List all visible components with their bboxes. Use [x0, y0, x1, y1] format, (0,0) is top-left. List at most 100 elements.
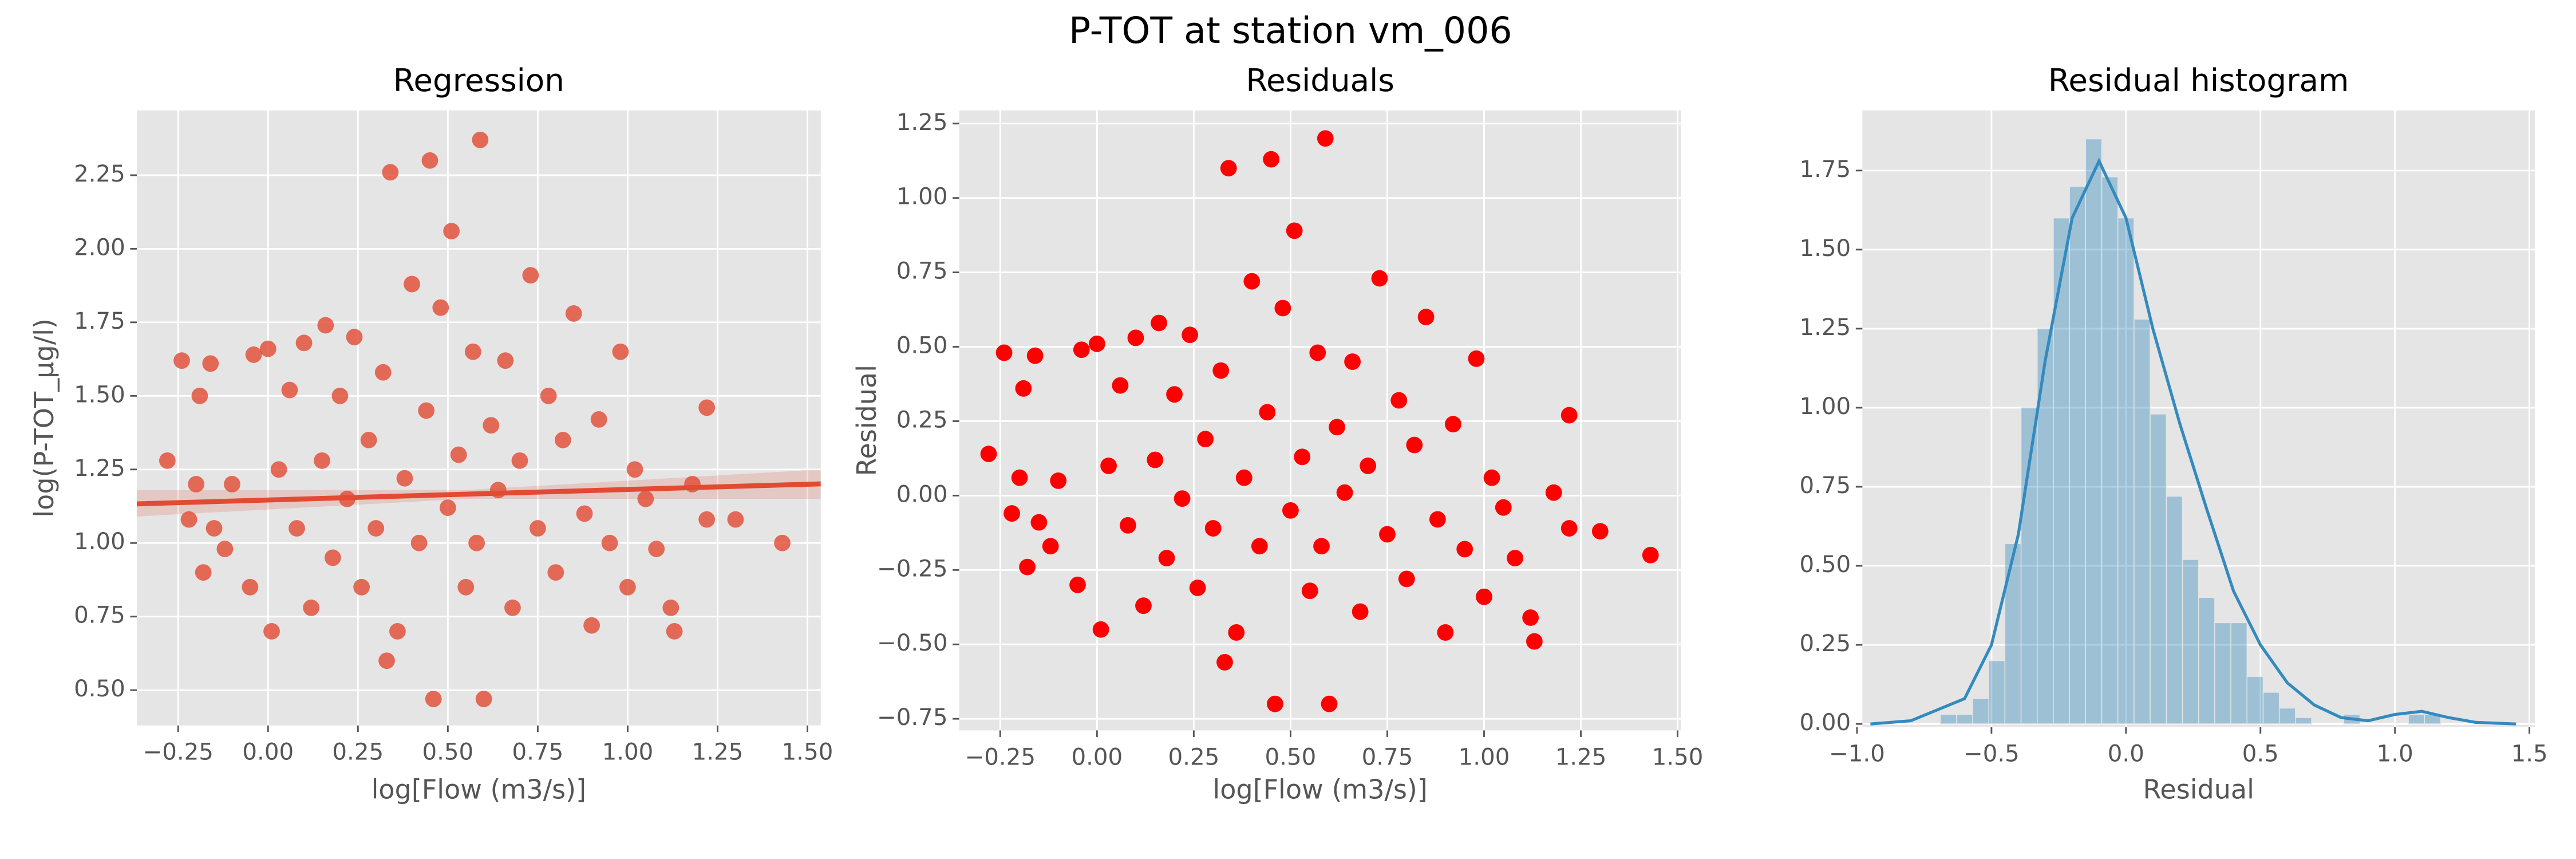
- point: [1301, 582, 1318, 600]
- point: [242, 578, 259, 596]
- point: [1379, 526, 1396, 543]
- point: [353, 578, 370, 596]
- point: [1560, 520, 1578, 537]
- point: [590, 411, 607, 428]
- point: [1352, 603, 1369, 620]
- point: [421, 152, 438, 169]
- point: [1329, 419, 1345, 436]
- bar: [2117, 217, 2135, 724]
- x-tick-label: −0.25: [965, 743, 1036, 770]
- point: [565, 305, 582, 322]
- point: [389, 622, 406, 640]
- point: [1204, 520, 1222, 537]
- point: [619, 578, 636, 596]
- point: [324, 549, 341, 566]
- bar: [2198, 597, 2215, 724]
- bar: [2053, 217, 2070, 724]
- point: [374, 364, 392, 381]
- point: [1166, 386, 1183, 403]
- point: [583, 617, 600, 634]
- point: [378, 652, 395, 669]
- point: [1560, 407, 1578, 424]
- x-axis-label: Residual: [2143, 774, 2254, 805]
- point: [1507, 550, 1523, 566]
- plot-area: [1870, 138, 2516, 726]
- point: [1050, 472, 1067, 489]
- point: [483, 417, 500, 434]
- point: [1019, 558, 1036, 576]
- y-tick-label: 0.50: [896, 332, 948, 359]
- point: [1282, 502, 1299, 519]
- point: [1390, 392, 1408, 409]
- x-tick-label: 0.5: [2242, 740, 2279, 767]
- y-tick-label: 0.75: [1799, 472, 1851, 499]
- y-axis-label: log(P-TOT_µg/l): [29, 318, 60, 518]
- point: [1371, 270, 1388, 287]
- point: [666, 622, 683, 640]
- point: [995, 344, 1013, 361]
- point: [1216, 654, 1233, 671]
- point: [774, 534, 791, 551]
- bar: [2150, 413, 2167, 724]
- x-tick-label: 0.50: [422, 739, 473, 766]
- point: [1042, 538, 1059, 555]
- y-tick-label: 1.75: [74, 308, 125, 334]
- y-tick-label: 1.50: [1799, 235, 1851, 262]
- point: [472, 131, 489, 148]
- y-tick-label: 0.50: [74, 675, 125, 702]
- point: [626, 461, 643, 478]
- point: [612, 343, 629, 360]
- point: [1011, 469, 1028, 486]
- point: [1158, 550, 1175, 566]
- point: [1522, 609, 1539, 626]
- y-tick-label: 0.25: [1799, 630, 1851, 657]
- x-tick-label: 1.50: [782, 739, 833, 766]
- point: [1189, 580, 1206, 596]
- point: [1151, 314, 1167, 332]
- point: [1360, 458, 1377, 474]
- bar: [2069, 186, 2087, 724]
- point: [259, 340, 276, 357]
- point: [1456, 541, 1473, 558]
- bar: [1972, 698, 1989, 724]
- point: [1182, 326, 1199, 344]
- point: [281, 381, 298, 399]
- bar: [2214, 622, 2231, 724]
- bar: [2408, 714, 2425, 724]
- point: [464, 343, 481, 360]
- point: [1526, 633, 1543, 650]
- bar: [2278, 707, 2296, 724]
- x-tick-label: 1.50: [1652, 743, 1704, 770]
- y-axis-label: Residual: [851, 365, 882, 476]
- point: [1266, 695, 1283, 712]
- point: [637, 490, 654, 507]
- point: [396, 470, 413, 487]
- point: [1286, 222, 1303, 239]
- point: [468, 534, 485, 551]
- y-tick-label: 1.50: [74, 381, 125, 408]
- x-tick-label: 0.00: [242, 739, 294, 766]
- x-tick-label: 0.25: [332, 739, 384, 766]
- point: [554, 431, 571, 448]
- x-tick-label: 0.00: [1071, 743, 1123, 770]
- point: [698, 511, 716, 528]
- point: [1015, 380, 1032, 397]
- point: [1468, 350, 1485, 367]
- point: [1495, 499, 1512, 516]
- point: [206, 520, 223, 537]
- point: [1235, 469, 1253, 486]
- point: [530, 520, 546, 537]
- point: [1483, 469, 1500, 486]
- x-tick-label: 0.50: [1265, 743, 1317, 770]
- bar: [2262, 692, 2280, 724]
- y-tick-label: 0.25: [896, 406, 948, 433]
- y-tick-label: 1.75: [1799, 156, 1851, 183]
- bar: [2101, 176, 2119, 724]
- point: [1417, 309, 1435, 325]
- point: [1174, 490, 1191, 507]
- bar: [2134, 318, 2151, 724]
- x-tick-label: 1.25: [692, 739, 744, 766]
- y-tick-label: 1.00: [1799, 393, 1851, 420]
